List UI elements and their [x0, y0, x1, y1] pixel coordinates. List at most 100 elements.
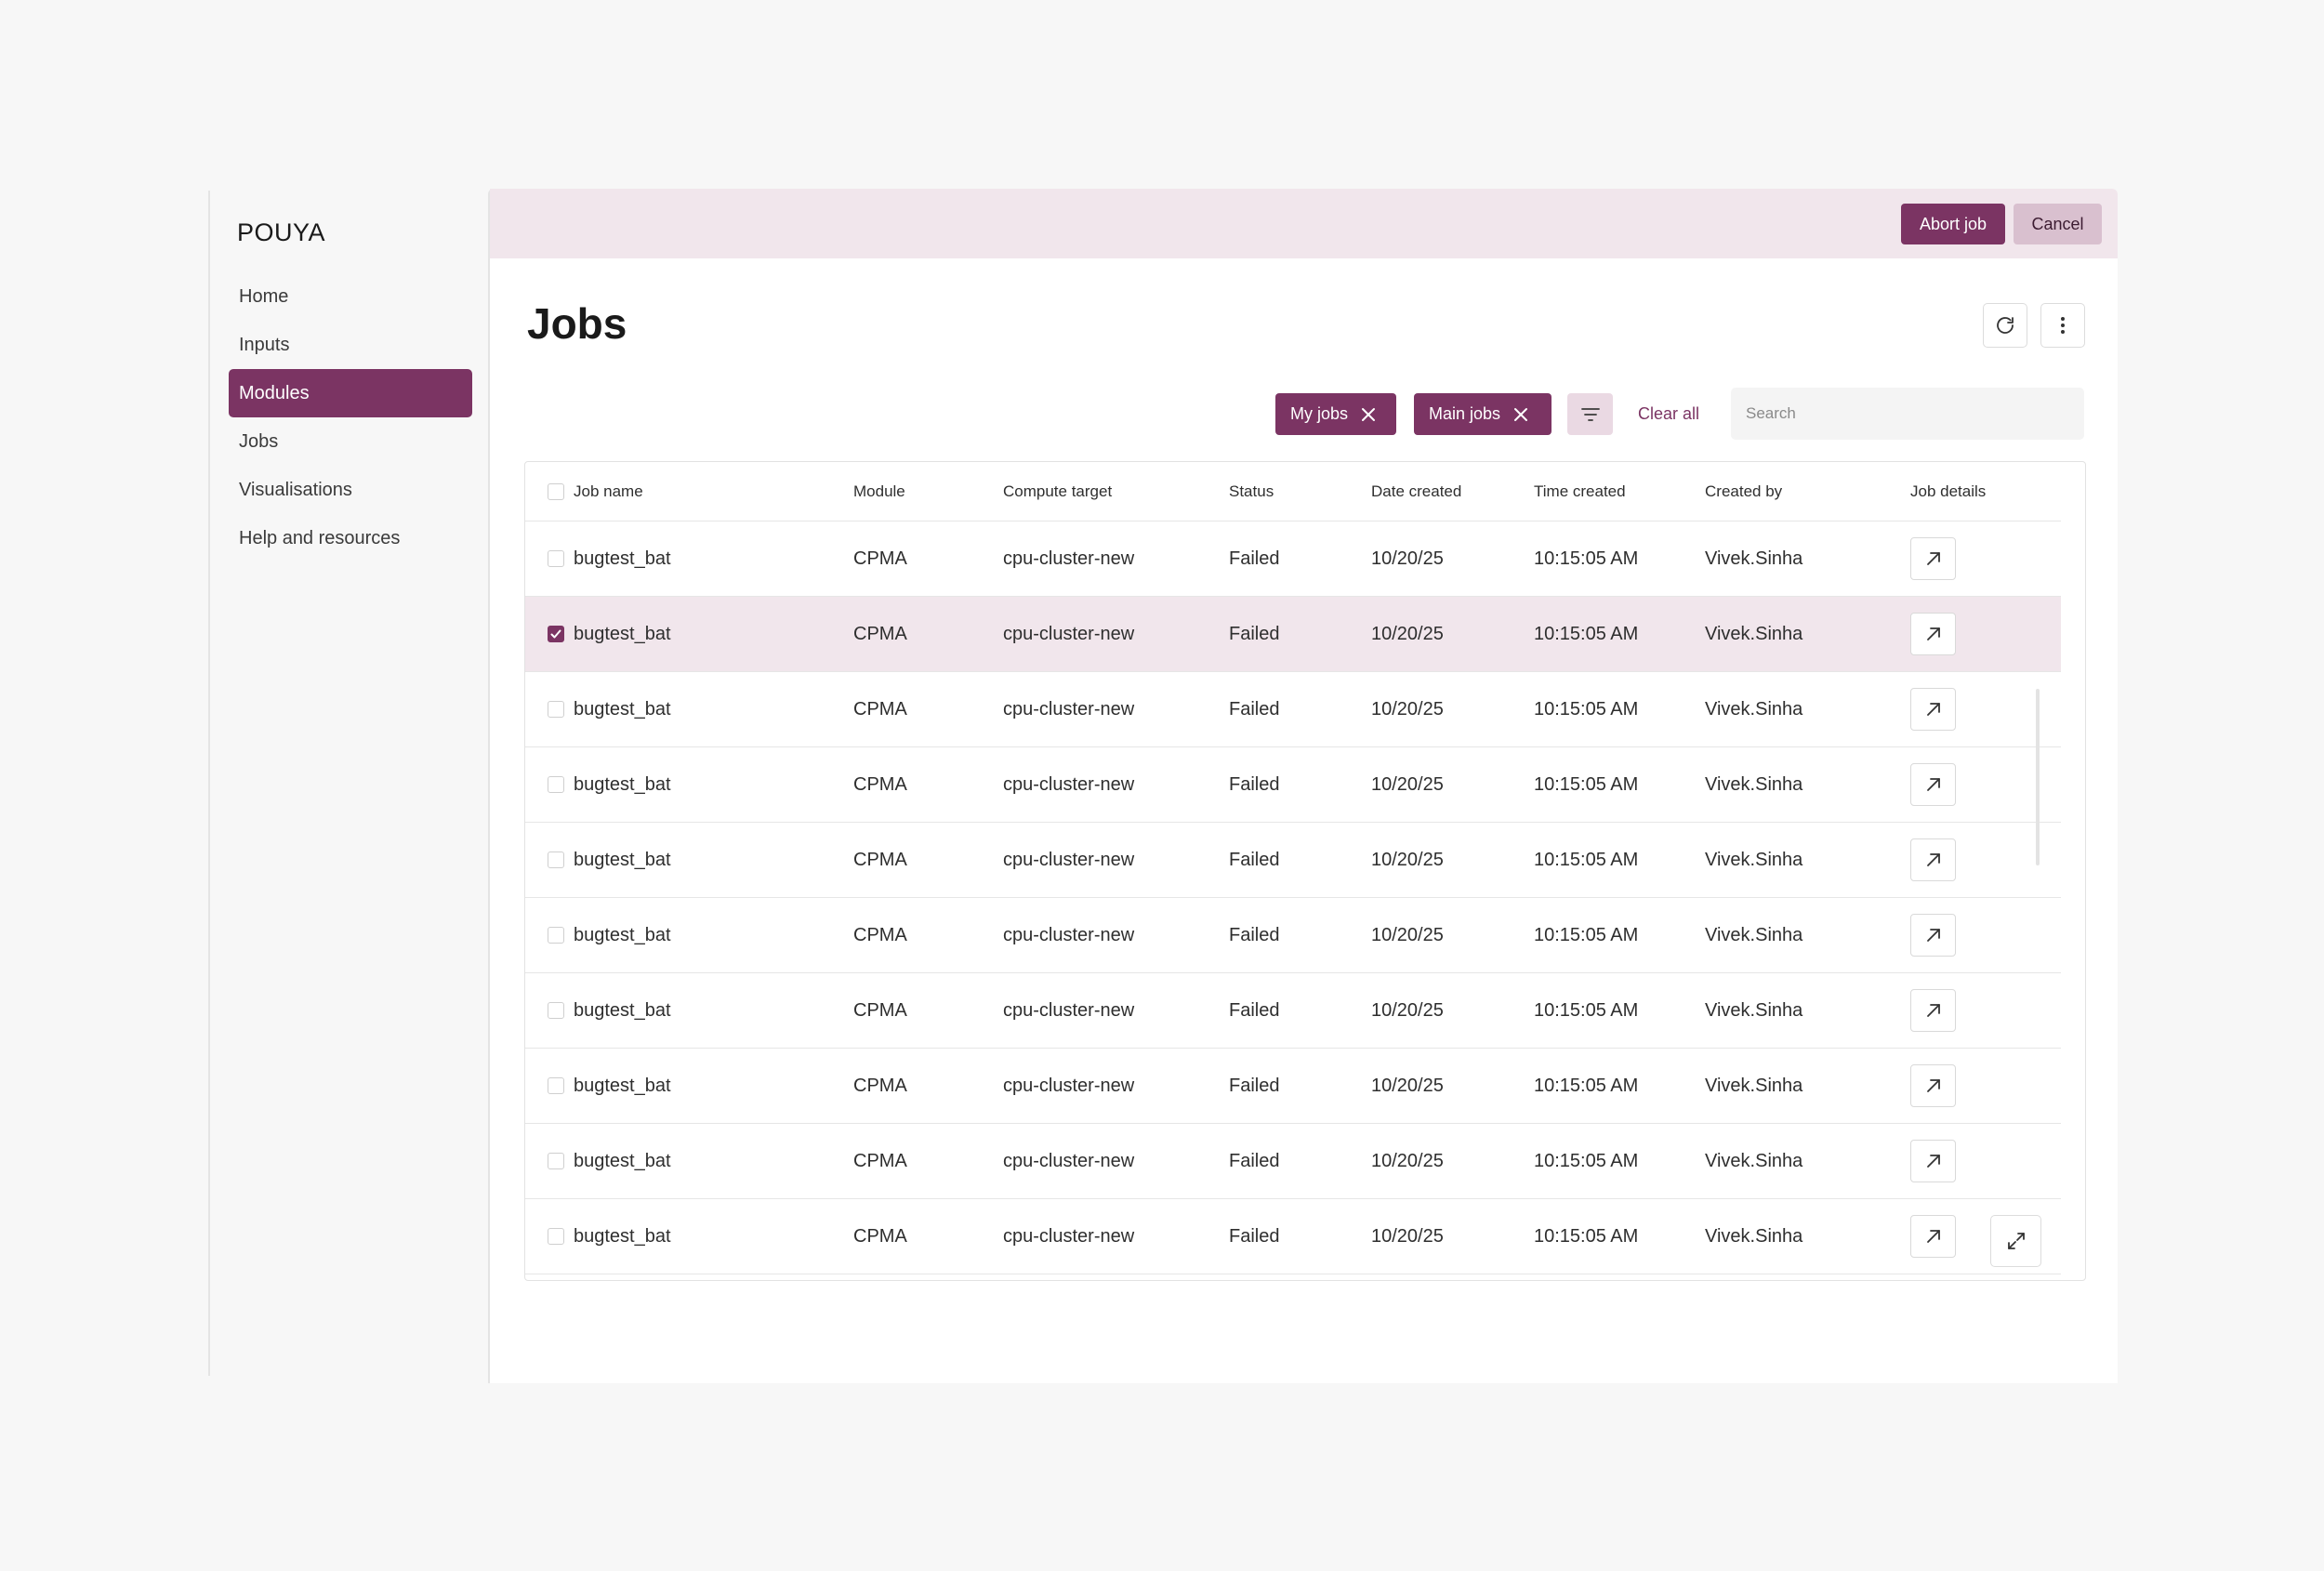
- cell-compute-target: cpu-cluster-new: [1003, 1225, 1135, 1247]
- open-job-details-button[interactable]: [1910, 914, 1956, 957]
- cell-compute-target: cpu-cluster-new: [1003, 773, 1135, 795]
- cell-time-created: 10:15:05 AM: [1534, 623, 1639, 644]
- row-checkbox[interactable]: [548, 701, 564, 718]
- header-created-by[interactable]: Created by: [1705, 482, 1783, 500]
- sidebar-item-home[interactable]: Home: [239, 285, 289, 307]
- cell-date-created: 10/20/25: [1371, 623, 1444, 644]
- row-checkbox[interactable]: [548, 1153, 564, 1169]
- cell-status: Failed: [1229, 698, 1280, 719]
- row-checkbox[interactable]: [548, 1228, 564, 1245]
- row-checkbox[interactable]: [548, 1002, 564, 1019]
- open-job-details-button[interactable]: [1910, 1140, 1956, 1182]
- sidebar-item-help-and-resources[interactable]: Help and resources: [239, 527, 401, 548]
- main-panel: Abort job Cancel Jobs My jobs Main jobs …: [488, 189, 2118, 1383]
- cell-created-by: Vivek.Sinha: [1705, 1225, 1803, 1247]
- cell-created-by: Vivek.Sinha: [1705, 698, 1803, 719]
- open-job-details-button[interactable]: [1910, 688, 1956, 731]
- open-job-details-button[interactable]: [1910, 537, 1956, 580]
- header-date-created[interactable]: Date created: [1371, 482, 1462, 500]
- table-row[interactable]: bugtest_bat CPMA cpu-cluster-new Failed 10/2…: [525, 1124, 2061, 1199]
- search-input[interactable]: [1731, 388, 2084, 440]
- expand-button[interactable]: [1990, 1215, 2041, 1267]
- header-time-created[interactable]: Time created: [1534, 482, 1626, 500]
- cell-module: CPMA: [853, 1075, 907, 1096]
- header-module[interactable]: Module: [853, 482, 905, 500]
- table-row[interactable]: bugtest_bat CPMA cpu-cluster-new Failed 10/2…: [525, 747, 2061, 823]
- cell-status: Failed: [1229, 548, 1280, 569]
- row-checkbox[interactable]: [548, 550, 564, 567]
- row-checkbox[interactable]: [548, 776, 564, 793]
- table-scrollbar[interactable]: [2036, 689, 2040, 865]
- cell-compute-target: cpu-cluster-new: [1003, 924, 1135, 945]
- sidebar-item-jobs[interactable]: Jobs: [239, 430, 279, 452]
- cell-module: CPMA: [853, 698, 907, 719]
- sidebar: POUYA Home Inputs Modules Jobs Visualisa…: [208, 191, 488, 1376]
- cell-status: Failed: [1229, 773, 1280, 795]
- cell-created-by: Vivek.Sinha: [1705, 548, 1803, 569]
- header-job-name[interactable]: Job name: [574, 482, 643, 500]
- filter-lines-icon: [1580, 407, 1600, 421]
- table-row[interactable]: bugtest_bat CPMA cpu-cluster-new Failed 10/2…: [525, 521, 2061, 597]
- table-row[interactable]: bugtest_bat CPMA cpu-cluster-new Failed 10/2…: [525, 1049, 2061, 1124]
- more-options-button[interactable]: [2040, 303, 2085, 348]
- row-checkbox[interactable]: [548, 1077, 564, 1094]
- refresh-button[interactable]: [1983, 303, 2027, 348]
- cell-date-created: 10/20/25: [1371, 548, 1444, 569]
- cell-created-by: Vivek.Sinha: [1705, 623, 1803, 644]
- action-bar: Abort job Cancel: [490, 189, 2118, 258]
- row-checkbox[interactable]: [548, 927, 564, 944]
- filter-button[interactable]: [1567, 393, 1613, 435]
- table-row[interactable]: bugtest_bat CPMA cpu-cluster-new Failed 10/2…: [525, 1199, 2061, 1274]
- expand-icon: [2007, 1233, 2025, 1249]
- header-compute-target[interactable]: Compute target: [1003, 482, 1113, 500]
- cell-job-name: bugtest_bat: [574, 999, 671, 1021]
- table-row[interactable]: bugtest_bat CPMA cpu-cluster-new Failed 10/2…: [525, 898, 2061, 973]
- table-body: bugtest_bat CPMA cpu-cluster-new Failed 10/2…: [525, 521, 2061, 1274]
- cell-created-by: Vivek.Sinha: [1705, 924, 1803, 945]
- row-checkbox[interactable]: [548, 852, 564, 868]
- cell-time-created: 10:15:05 AM: [1534, 1075, 1639, 1096]
- cell-status: Failed: [1229, 623, 1280, 644]
- open-job-details-button[interactable]: [1910, 763, 1956, 806]
- arrow-up-right-icon: [1926, 1004, 1940, 1017]
- cell-created-by: Vivek.Sinha: [1705, 773, 1803, 795]
- cell-time-created: 10:15:05 AM: [1534, 1225, 1639, 1247]
- cell-job-name: bugtest_bat: [574, 924, 671, 945]
- cell-job-name: bugtest_bat: [574, 623, 671, 644]
- open-job-details-button[interactable]: [1910, 613, 1956, 655]
- close-icon[interactable]: [1513, 407, 1528, 422]
- cell-created-by: Vivek.Sinha: [1705, 999, 1803, 1021]
- filter-chip-my-jobs[interactable]: My jobs: [1275, 393, 1396, 435]
- table-row[interactable]: bugtest_bat CPMA cpu-cluster-new Failed 10/2…: [525, 597, 2061, 672]
- open-job-details-button[interactable]: [1910, 1064, 1956, 1107]
- close-icon[interactable]: [1361, 407, 1376, 422]
- cell-module: CPMA: [853, 924, 907, 945]
- cell-time-created: 10:15:05 AM: [1534, 999, 1639, 1021]
- cell-job-name: bugtest_bat: [574, 1150, 671, 1171]
- sidebar-item-modules[interactable]: Modules: [229, 369, 472, 417]
- brand-logo: POUYA: [237, 218, 326, 246]
- table-row[interactable]: bugtest_bat CPMA cpu-cluster-new Failed 10/2…: [525, 672, 2061, 747]
- clear-all-link[interactable]: Clear all: [1638, 404, 1700, 423]
- table-row[interactable]: bugtest_bat CPMA cpu-cluster-new Failed 10/2…: [525, 973, 2061, 1049]
- open-job-details-button[interactable]: [1910, 989, 1956, 1032]
- cell-time-created: 10:15:05 AM: [1534, 924, 1639, 945]
- sidebar-item-inputs[interactable]: Inputs: [239, 334, 290, 355]
- row-checkbox[interactable]: [548, 626, 564, 642]
- open-job-details-button[interactable]: [1910, 1215, 1956, 1258]
- sidebar-item-visualisations[interactable]: Visualisations: [239, 479, 352, 500]
- cell-compute-target: cpu-cluster-new: [1003, 849, 1135, 870]
- select-all-checkbox[interactable]: [548, 482, 564, 500]
- cell-compute-target: cpu-cluster-new: [1003, 623, 1135, 644]
- cancel-button[interactable]: Cancel: [2014, 204, 2102, 244]
- cell-module: CPMA: [853, 1150, 907, 1171]
- cell-module: CPMA: [853, 548, 907, 569]
- cell-time-created: 10:15:05 AM: [1534, 698, 1639, 719]
- abort-job-button[interactable]: Abort job: [1901, 204, 2005, 244]
- open-job-details-button[interactable]: [1910, 838, 1956, 881]
- filter-chip-main-jobs[interactable]: Main jobs: [1414, 393, 1552, 435]
- header-status[interactable]: Status: [1229, 482, 1274, 500]
- cell-job-name: bugtest_bat: [574, 698, 671, 719]
- table-row[interactable]: bugtest_bat CPMA cpu-cluster-new Failed 10/2…: [525, 823, 2061, 898]
- cell-module: CPMA: [853, 773, 907, 795]
